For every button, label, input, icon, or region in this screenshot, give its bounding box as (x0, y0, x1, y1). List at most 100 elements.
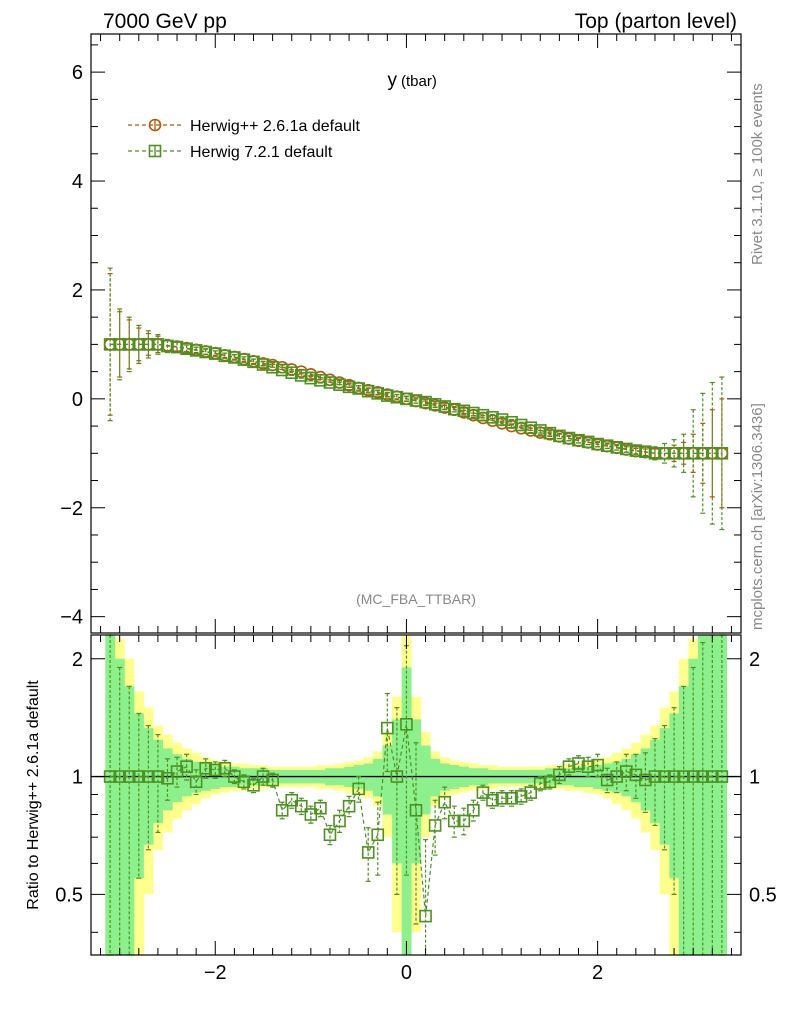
uncertainty-band-green (678, 686, 689, 955)
y-tick-label: 4 (72, 171, 83, 193)
uncertainty-band-green (382, 745, 393, 815)
data-point-square (581, 760, 595, 773)
data-point-square (447, 814, 461, 828)
data-point-square (438, 400, 451, 413)
data-point-square (400, 392, 413, 406)
data-point-square (275, 803, 289, 817)
uncertainty-band-green (392, 719, 402, 864)
data-point-square (323, 828, 337, 842)
data-point-square (696, 770, 710, 783)
ratio-plot-frame (90, 634, 742, 956)
data-point-square (553, 768, 566, 782)
data-point-square (371, 828, 385, 842)
data-point-square (361, 846, 375, 859)
data-point-square (706, 446, 719, 460)
data-point-square (314, 374, 327, 387)
data-point-square (639, 773, 652, 787)
data-point-square (476, 786, 490, 799)
data-point-square (266, 773, 279, 787)
data-point-square (476, 408, 490, 422)
legend-label-herwigpp: Herwig++ 2.6.1a default (190, 118, 360, 135)
ratio-y-tick-label-right: 1 (749, 767, 760, 789)
ratio-y-tick-label-left: 0.5 (55, 884, 83, 906)
data-point-square (505, 791, 518, 805)
data-point-square (495, 413, 509, 426)
data-point-square (543, 426, 557, 440)
data-point-square (323, 376, 337, 389)
header-left: 7000 GeV pp (103, 10, 227, 33)
uncertainty-band-green (669, 713, 680, 879)
main-title-sub: (tbar) (401, 73, 437, 90)
ratio-ylabel: Ratio to Herwig++ 2.6.1a default (25, 680, 42, 910)
ratio-plot-marks (91, 634, 741, 956)
data-point-square (381, 389, 394, 402)
data-point-square (247, 778, 260, 792)
y-tick-label: −2 (60, 498, 83, 520)
side-label-mcplots: mcplots.cern.ch [arXiv:1306.3436] (749, 403, 766, 630)
data-point-square (266, 360, 279, 374)
data-point-square (314, 801, 327, 815)
data-point-square (457, 404, 471, 418)
data-point-square (591, 437, 604, 451)
data-point-square (495, 791, 509, 805)
data-point-square (142, 770, 155, 783)
series-line-herwig7 (110, 343, 722, 454)
data-point-square (113, 338, 126, 351)
data-point-square (180, 342, 193, 356)
side-label-rivet: Rivet 3.1.10, ≥ 100k events (749, 83, 766, 265)
data-point-square (113, 770, 126, 783)
data-point-square (591, 758, 604, 772)
data-point-square (294, 369, 308, 382)
data-point-square (533, 777, 547, 790)
data-point-square (122, 770, 136, 783)
data-point-square (142, 338, 155, 351)
data-point-square (658, 770, 671, 783)
data-point-square (581, 435, 595, 449)
data-point-square (677, 770, 690, 783)
legend-entry-herwig7: Herwig 7.2.1 default (128, 144, 333, 161)
data-point-square (189, 344, 203, 357)
main-plot-frame (90, 33, 742, 634)
data-point-square (619, 765, 633, 778)
data-point-square (381, 721, 394, 735)
data-point-square (132, 770, 146, 783)
data-point-square (486, 793, 499, 807)
data-point-square (304, 371, 318, 385)
data-point-square (151, 338, 165, 351)
data-point-square (256, 770, 270, 783)
data-point-square (371, 387, 385, 400)
y-tick-label: 6 (72, 62, 83, 84)
data-point-square (696, 446, 710, 460)
data-point-square (342, 380, 356, 394)
data-point-square (600, 773, 614, 787)
legend-label-herwig7: Herwig 7.2.1 default (190, 144, 333, 161)
data-point-square (199, 345, 213, 359)
data-point-square (447, 402, 461, 416)
data-point-square (562, 431, 576, 445)
data-point-square (514, 790, 528, 803)
data-point-square (275, 363, 289, 377)
data-point-square (428, 397, 442, 411)
data-point-square (361, 384, 375, 398)
data-point-square (333, 378, 346, 391)
data-point-square (208, 347, 222, 360)
data-point-square (237, 353, 251, 366)
data-point-square (715, 446, 729, 460)
uncertainty-band-green (181, 758, 192, 797)
data-point-square (524, 786, 538, 799)
data-point-square (686, 446, 700, 460)
uncertainty-band-green (124, 686, 135, 955)
data-point-square (352, 782, 365, 796)
data-point-square (228, 351, 241, 364)
x-tick-label: −2 (204, 962, 227, 984)
data-point-square (218, 761, 232, 775)
uncertainty-band-green (114, 658, 125, 955)
data-point-square (514, 418, 528, 432)
ratio-y-tick-label-right: 2 (749, 649, 760, 671)
uncertainty-band-green (631, 754, 641, 803)
uncertainty-band-green (420, 745, 431, 815)
data-point-square (600, 439, 614, 452)
header-right: Top (parton level) (575, 10, 737, 33)
main-plot-axes: −4 −2 0 2 4 6 (60, 33, 742, 634)
